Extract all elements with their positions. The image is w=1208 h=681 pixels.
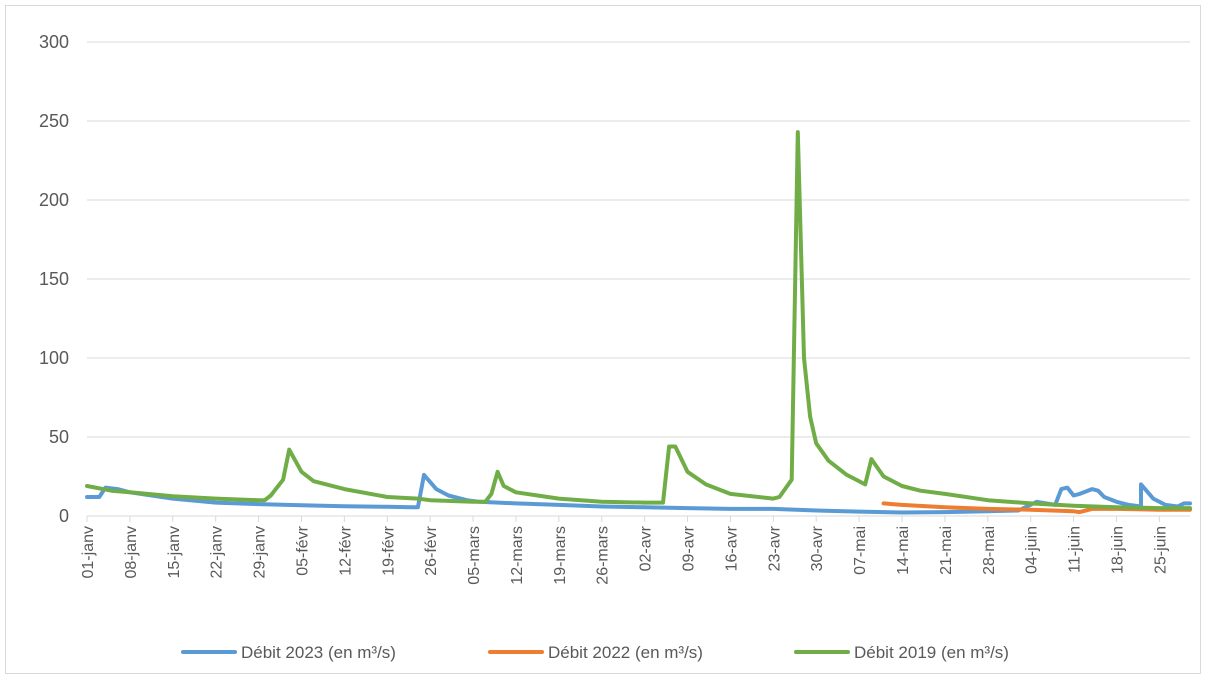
y-tick-label: 0 — [59, 506, 69, 526]
legend-label-2: Débit 2022 (en m³/s) — [548, 643, 703, 662]
x-tick-label: 05-févr — [294, 525, 311, 575]
y-tick-label: 200 — [39, 190, 69, 210]
series-line-1 — [85, 472, 1192, 515]
x-tick-label: 25-juin — [1152, 526, 1169, 574]
x-tick-label: 07-mai — [852, 526, 869, 575]
x-tick-label: 26-mars — [595, 526, 612, 585]
x-tick-label: 04-juin — [1024, 526, 1041, 574]
x-tick-label: 30-avr — [809, 525, 826, 571]
x-tick-label: 11-juin — [1067, 526, 1084, 573]
x-tick-label: 29-janv — [252, 526, 269, 578]
x-tick-label: 16-avr — [723, 525, 740, 571]
y-tick-label: 100 — [39, 348, 69, 368]
legend-label-1: Débit 2023 (en m³/s) — [241, 643, 396, 662]
x-tick-label: 18-juin — [1109, 526, 1126, 574]
legend-label-3: Débit 2019 (en m³/s) — [854, 643, 1009, 662]
x-tick-label: 28-mai — [981, 526, 998, 575]
gridlines — [87, 41, 1190, 438]
line-chart: 0 50 100 150 200 250 300 01-janv 08-janv 15-janv 2… — [39, 32, 1192, 662]
y-tick-label: 250 — [39, 111, 69, 131]
series-lines — [85, 130, 1192, 515]
series-line-3 — [85, 130, 1192, 511]
x-tick-label: 12-mars — [509, 526, 526, 585]
chart-frame: 0 50 100 150 200 250 300 01-janv 08-janv 15-janv 2… — [5, 5, 1201, 674]
x-tick-label: 09-avr — [681, 525, 698, 571]
y-tick-label: 50 — [49, 427, 69, 447]
x-tick-label: 15-janv — [166, 526, 183, 578]
x-tick-label: 19-févr — [380, 525, 397, 575]
x-tick-label: 26-févr — [423, 525, 440, 575]
x-tick-label: 22-janv — [209, 526, 226, 578]
x-tick-label: 14-mai — [895, 526, 912, 575]
x-tick-label: 21-mai — [938, 526, 955, 575]
axes: 0 50 100 150 200 250 300 01-janv 08-janv 15-janv 2… — [39, 32, 1190, 585]
legend: Débit 2023 (en m³/s) Débit 2022 (en m³/s)… — [181, 643, 1009, 662]
x-tick-label: 08-janv — [123, 526, 140, 578]
x-tick-label: 02-avr — [638, 525, 655, 571]
x-tick-label: 01-janv — [80, 526, 97, 578]
x-tick-label: 05-mars — [466, 526, 483, 585]
y-tick-label: 150 — [39, 269, 69, 289]
y-tick-label: 300 — [39, 32, 69, 52]
x-tick-label: 23-avr — [766, 525, 783, 571]
x-tick-label: 12-févr — [337, 525, 354, 575]
x-tick-label: 19-mars — [552, 526, 569, 585]
